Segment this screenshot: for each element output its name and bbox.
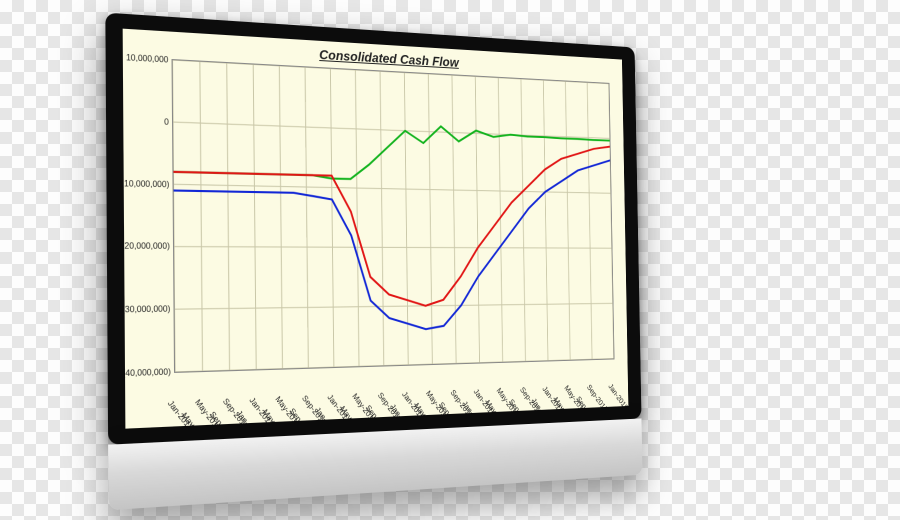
chart-plot-area: 10,000,0000(10,000,000)(20,000,000)(30,0… <box>172 59 615 373</box>
y-tick-label: 10,000,000 <box>123 52 169 64</box>
screen: Consolidated Cash Flow 10,000,0000(10,00… <box>123 29 629 429</box>
y-tick-label: (10,000,000) <box>123 178 170 189</box>
chart-svg <box>173 60 614 372</box>
y-tick-label: (40,000,000) <box>123 367 171 378</box>
y-tick-label: (30,000,000) <box>123 304 171 314</box>
imac-device: Consolidated Cash Flow 10,000,0000(10,00… <box>105 13 642 511</box>
checker-background: Consolidated Cash Flow 10,000,0000(10,00… <box>0 0 900 520</box>
y-tick-label: (20,000,000) <box>123 242 170 252</box>
y-tick-label: 0 <box>123 115 169 126</box>
